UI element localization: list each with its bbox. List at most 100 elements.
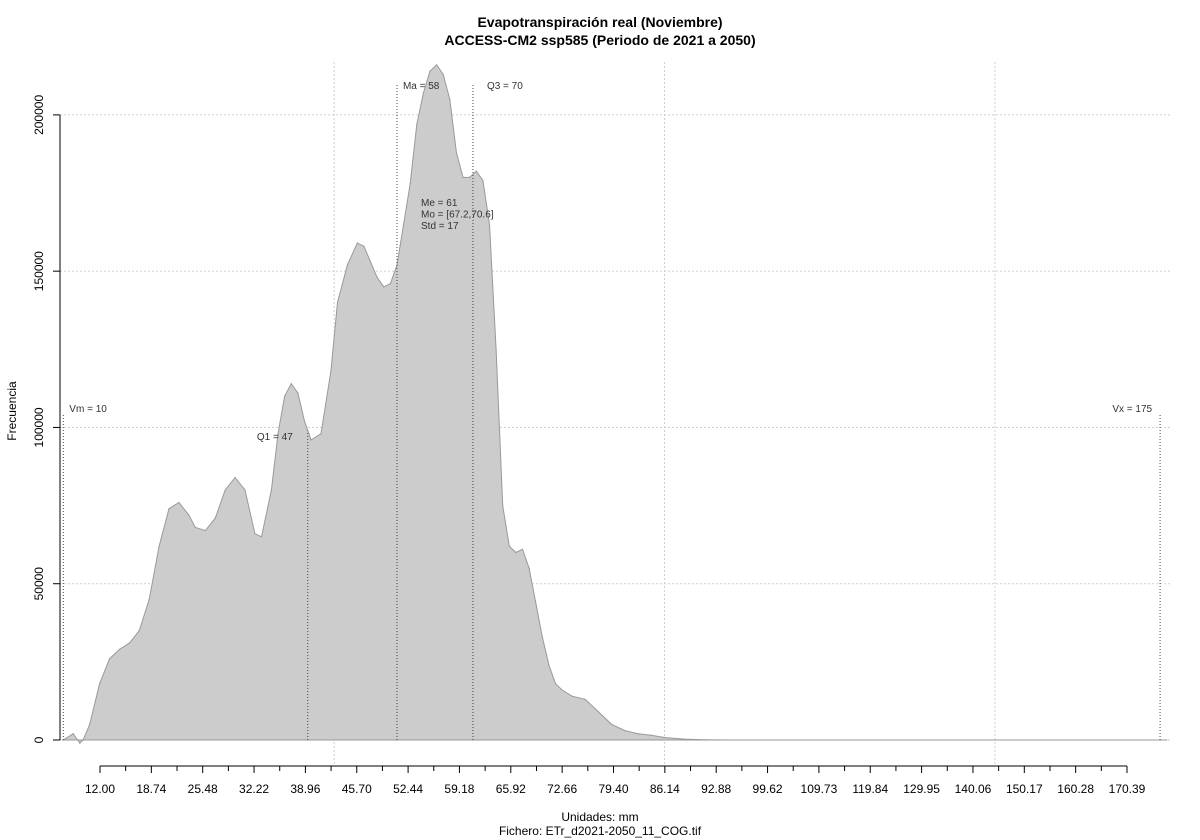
y-tick-label: 150000 <box>32 251 46 291</box>
data-point <box>462 176 464 178</box>
data-point <box>330 370 332 372</box>
y-tick-label: 100000 <box>32 407 46 447</box>
data-point <box>369 261 372 263</box>
data-point <box>270 489 272 491</box>
data-point <box>376 276 378 278</box>
data-point <box>118 648 121 651</box>
reference-label: Vm = 10 <box>69 404 107 415</box>
reference-lines <box>62 83 1161 740</box>
x-tick-label: 38.96 <box>290 782 320 796</box>
x-tick-label: 129.95 <box>903 782 940 796</box>
data-point <box>194 526 196 529</box>
frequency-area-fill <box>61 64 1167 744</box>
x-tick-label: 52.44 <box>393 782 423 796</box>
data-point <box>383 286 385 288</box>
data-point <box>584 698 586 701</box>
data-point <box>303 420 306 422</box>
chart-title: Evapotranspiración real (Noviembre) <box>477 14 723 30</box>
data-point <box>571 695 573 697</box>
data-point <box>548 664 550 666</box>
data-point <box>128 642 130 644</box>
data-point <box>703 739 705 741</box>
chart-subtitle: ACCESS-CM2 ssp585 (Periodo de 2021 a 205… <box>444 32 756 48</box>
data-point <box>158 545 160 547</box>
x-tick-label: 72.66 <box>547 782 577 796</box>
data-point <box>502 505 504 507</box>
data-point <box>320 433 322 435</box>
y-tick-label: 0 <box>32 736 46 743</box>
data-point <box>482 179 484 182</box>
x-axis-label: Unidades: mm <box>561 810 639 824</box>
data-point <box>763 739 765 741</box>
data-point <box>442 73 444 75</box>
reference-label: Q3 = 70 <box>487 81 523 92</box>
data-point <box>1060 739 1062 741</box>
stat-label: Std = 17 <box>421 221 459 232</box>
file-name-label: Fichero: ETr_d2021-2050_11_COG.tif <box>498 824 702 838</box>
data-point <box>521 548 524 550</box>
y-tick-label: 50000 <box>32 567 46 601</box>
x-tick-label: 32.22 <box>239 782 269 796</box>
data-point <box>346 264 348 266</box>
data-point <box>495 348 497 350</box>
data-point <box>363 245 365 247</box>
x-tick-label: 150.17 <box>1006 782 1043 796</box>
x-tick-label: 12.00 <box>85 782 115 796</box>
data-point <box>541 636 543 638</box>
data-point <box>284 395 286 397</box>
data-point <box>597 711 600 713</box>
x-tick-label: 160.28 <box>1057 782 1094 796</box>
data-point <box>260 536 263 538</box>
data-point <box>138 630 140 632</box>
data-point <box>204 530 206 532</box>
data-point <box>475 170 477 172</box>
data-point <box>254 533 256 535</box>
data-point <box>455 151 457 153</box>
data-point <box>664 736 666 739</box>
data-point <box>515 551 517 554</box>
data-point <box>422 92 424 94</box>
data-point <box>234 476 236 479</box>
data-point <box>650 734 652 736</box>
data-point <box>356 242 358 244</box>
x-tick-label: 119.84 <box>852 782 888 796</box>
data-point <box>168 508 170 510</box>
data-point <box>224 489 226 491</box>
data-point <box>1166 739 1168 741</box>
data-point <box>244 489 246 491</box>
reference-label: Q1 = 47 <box>257 432 293 443</box>
data-point <box>389 283 391 285</box>
data-point <box>829 739 831 741</box>
y-tick-label: 200000 <box>32 95 46 135</box>
frequency-area <box>61 64 1168 744</box>
data-point <box>928 739 930 741</box>
data-point <box>535 601 537 604</box>
x-tick-label: 170.39 <box>1109 782 1146 796</box>
data-point <box>297 392 299 394</box>
x-tick-label: 59.18 <box>444 782 474 796</box>
data-point <box>469 176 471 178</box>
data-point <box>188 514 190 516</box>
annotations: Vm = 10 Q1 = 47 Ma = 58 Q3 = 70 Vx = 175 Me =… <box>69 81 1152 443</box>
y-axis-label: Frecuencia <box>5 381 19 441</box>
data-point <box>178 501 180 504</box>
axes: 0 50000 100000 150000 200000 12.00 18.74 25.48 3… <box>32 95 1146 796</box>
data-point <box>611 723 613 726</box>
data-point <box>72 733 74 735</box>
data-point <box>409 183 411 185</box>
data-point <box>429 70 431 72</box>
x-tick-label: 65.92 <box>496 782 526 796</box>
data-point <box>436 64 438 66</box>
data-point <box>109 658 111 660</box>
data-point <box>214 517 216 519</box>
data-point <box>403 223 405 225</box>
x-tick-label: 92.88 <box>701 782 731 796</box>
x-tick-label: 25.48 <box>188 782 218 796</box>
data-point <box>488 223 491 225</box>
x-tick-label: 109.73 <box>801 782 838 796</box>
data-point <box>79 742 81 744</box>
data-point <box>290 383 292 385</box>
stat-label: Me = 61 <box>421 198 458 209</box>
x-tick-label: 99.62 <box>753 782 783 796</box>
